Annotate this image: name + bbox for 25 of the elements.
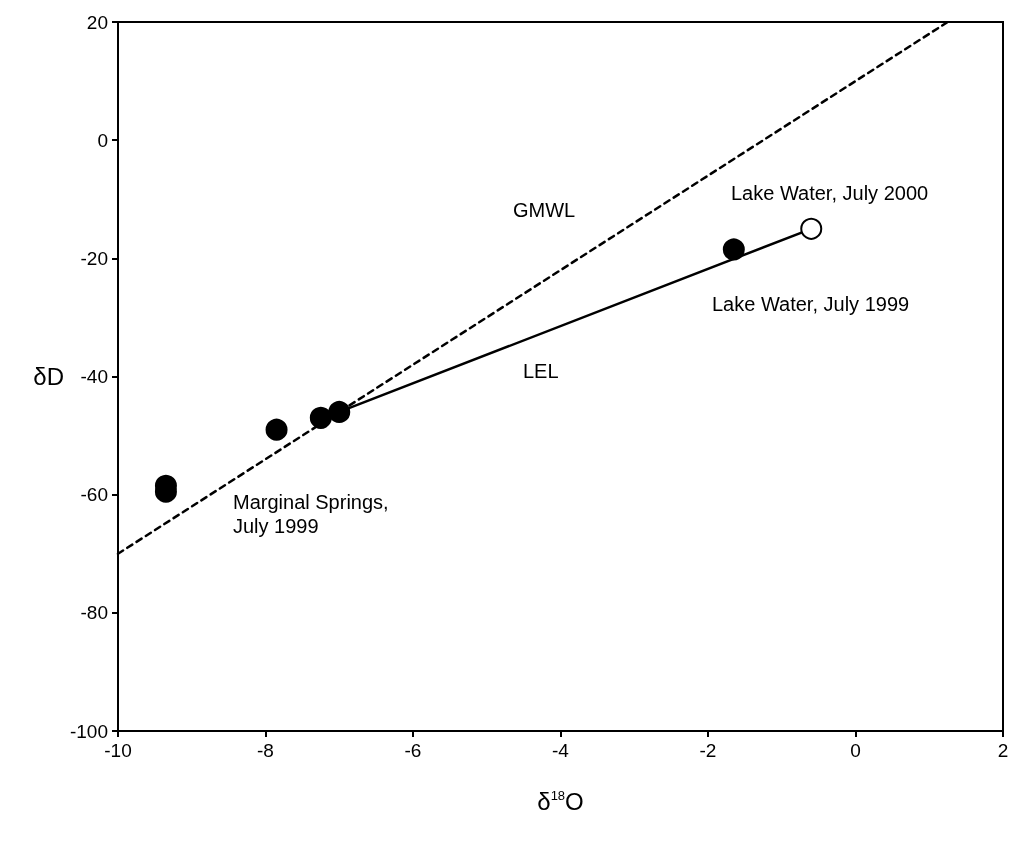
y-tick-label: -20 xyxy=(80,247,108,269)
y-axis-title: δD xyxy=(33,363,65,390)
annotation: Lake Water, July 1999 xyxy=(712,293,910,315)
x-tick-label: -8 xyxy=(257,740,274,761)
y-tick-label: 20 xyxy=(86,11,108,33)
x-tick-label: -4 xyxy=(552,740,570,761)
annotation: Marginal Springs, July 1999 xyxy=(233,491,389,537)
y-tick-label: -80 xyxy=(80,602,108,624)
x-tick-label: 0 xyxy=(850,740,861,761)
x-tick-label: -2 xyxy=(699,740,717,761)
point xyxy=(722,238,745,261)
point xyxy=(328,400,351,423)
point xyxy=(265,418,288,441)
point xyxy=(309,406,332,429)
y-tick-label: -100 xyxy=(69,720,108,742)
annotation: LEL xyxy=(523,360,559,382)
annotation: Lake Water, July 2000 xyxy=(731,182,929,204)
y-tick-label: -40 xyxy=(80,366,108,387)
x-tick-label: 2 xyxy=(997,740,1009,761)
annotation: GMWL xyxy=(513,199,576,221)
x-tick-label: -6 xyxy=(404,740,422,761)
point xyxy=(800,217,823,240)
y-tick-label: 0 xyxy=(97,129,108,151)
x-tick-label: -10 xyxy=(104,740,132,761)
y-tick-label: -60 xyxy=(80,484,108,506)
